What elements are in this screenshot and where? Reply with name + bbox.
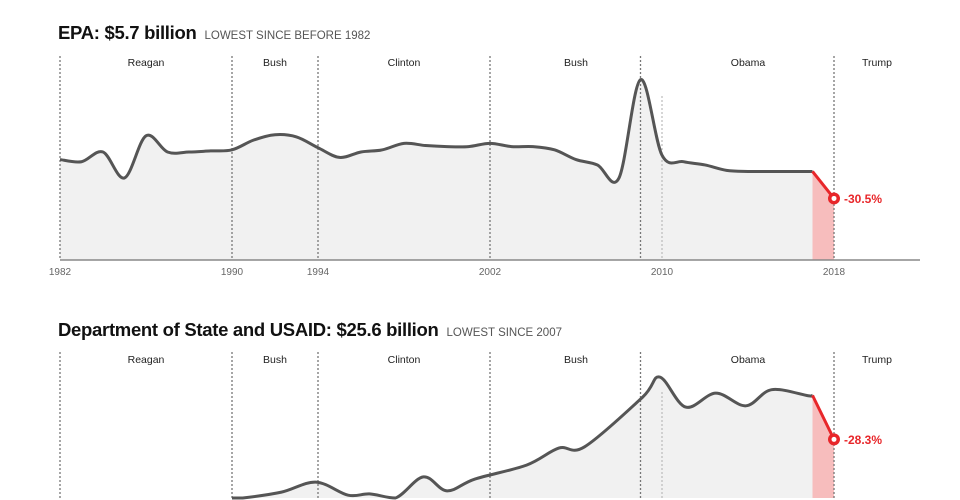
chart-0: -30.5% Reagan Bush Clinton Bush Obama Trump 198… (49, 56, 920, 278)
x-tick-label: 2010 (651, 267, 674, 278)
series-line (59, 78, 813, 184)
president-label: Bush (263, 354, 287, 366)
president-label: Obama (731, 354, 766, 366)
x-tick-label: 1994 (307, 267, 330, 278)
president-label: Clinton (388, 354, 421, 366)
president-label: Reagan (128, 57, 165, 69)
proposed-area-fill (812, 395, 834, 498)
proposed-point-center (831, 436, 837, 442)
subtitle: LOWEST SINCE BEFORE 1982 (204, 30, 371, 42)
area-fill (60, 79, 813, 261)
change-label: -30.5% (844, 192, 882, 206)
proposed-line (811, 394, 836, 441)
x-tick-label: 2018 (823, 267, 846, 278)
president-label: Clinton (388, 57, 421, 69)
president-label: Bush (564, 57, 588, 69)
series-line (232, 375, 815, 500)
change-label: -28.3% (844, 433, 882, 447)
president-label: Bush (263, 57, 287, 69)
title-text: Department of State and USAID: $25.6 bil… (58, 319, 439, 340)
president-label: Trump (862, 354, 892, 366)
x-tick-label: 2002 (479, 267, 502, 278)
chart-title-epa: EPA: $5.7 billion LOWEST SINCE BEFORE 198… (58, 22, 370, 44)
proposed-point-center (831, 195, 837, 201)
president-label: Trump (862, 57, 892, 69)
chart-1: -28.3% Reagan Bush Clinton Bush Obama Trump (59, 352, 892, 500)
president-label: Bush (564, 354, 588, 366)
x-tick-label: 1990 (221, 267, 244, 278)
president-label: Obama (731, 57, 766, 69)
x-tick-label: 1982 (49, 267, 72, 278)
area-fill (232, 376, 813, 498)
title-text: EPA: $5.7 billion (58, 22, 197, 43)
president-label: Reagan (128, 354, 165, 366)
chart-title-state: Department of State and USAID: $25.6 bil… (58, 319, 562, 341)
subtitle: LOWEST SINCE 2007 (446, 327, 562, 339)
